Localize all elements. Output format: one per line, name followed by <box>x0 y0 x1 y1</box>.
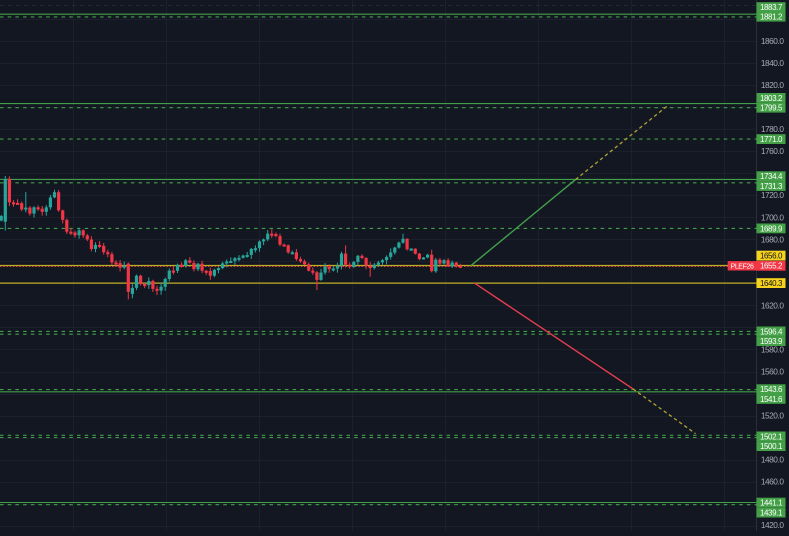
svg-text:1480.0: 1480.0 <box>761 455 785 465</box>
svg-text:1543.6: 1543.6 <box>760 385 783 394</box>
svg-text:1420.0: 1420.0 <box>761 520 785 530</box>
svg-text:1441.1: 1441.1 <box>760 499 783 508</box>
svg-text:1640.3: 1640.3 <box>760 279 783 288</box>
svg-text:1560.0: 1560.0 <box>761 367 785 377</box>
svg-text:1520.0: 1520.0 <box>761 411 785 421</box>
svg-text:1502.1: 1502.1 <box>760 432 783 441</box>
svg-text:1734.4: 1734.4 <box>760 172 783 181</box>
svg-text:1720.0: 1720.0 <box>761 190 785 200</box>
svg-text:1799.5: 1799.5 <box>760 104 783 113</box>
svg-text:1883.7: 1883.7 <box>760 3 783 12</box>
svg-text:1596.4: 1596.4 <box>760 327 783 336</box>
svg-text:1655.2: 1655.2 <box>760 262 783 271</box>
svg-text:1593.9: 1593.9 <box>760 337 783 346</box>
svg-text:1780.0: 1780.0 <box>761 124 785 134</box>
svg-text:1760.0: 1760.0 <box>761 146 785 156</box>
svg-text:1439.1: 1439.1 <box>760 509 783 518</box>
svg-text:1680.0: 1680.0 <box>761 234 785 244</box>
svg-text:1460.0: 1460.0 <box>761 477 785 487</box>
svg-text:1500.1: 1500.1 <box>760 442 783 451</box>
svg-text:1700.0: 1700.0 <box>761 212 785 222</box>
svg-text:1731.3: 1731.3 <box>760 182 783 191</box>
svg-text:1656.0: 1656.0 <box>760 252 783 261</box>
svg-text:1771.0: 1771.0 <box>760 135 783 144</box>
svg-text:PLEF26: PLEF26 <box>731 264 754 271</box>
svg-text:1860.0: 1860.0 <box>761 36 785 46</box>
svg-text:1541.6: 1541.6 <box>760 395 783 404</box>
svg-text:1580.0: 1580.0 <box>761 345 785 355</box>
svg-text:1689.9: 1689.9 <box>760 224 783 233</box>
svg-text:1803.2: 1803.2 <box>760 94 783 103</box>
svg-text:1840.0: 1840.0 <box>761 58 785 68</box>
svg-text:1881.2: 1881.2 <box>760 13 783 22</box>
svg-text:1820.0: 1820.0 <box>761 80 785 90</box>
svg-text:1620.0: 1620.0 <box>761 300 785 310</box>
